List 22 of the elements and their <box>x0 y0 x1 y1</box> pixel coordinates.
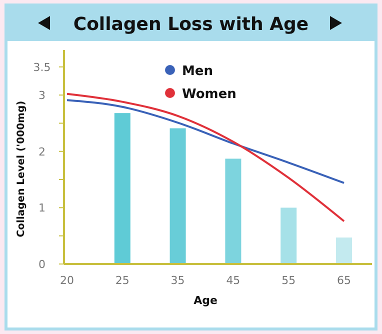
bar <box>280 208 297 264</box>
y-tick-label: 0 <box>38 258 46 271</box>
x-tick-label: 25 <box>115 274 130 287</box>
x-tick-label: 55 <box>282 274 296 287</box>
y-tick-label: 2 <box>38 145 46 158</box>
chart-title: Collagen Loss with Age <box>73 14 309 35</box>
bar <box>170 128 186 264</box>
bar <box>336 238 352 264</box>
x-tick-label: 65 <box>337 274 351 287</box>
x-axis-title: Age <box>194 294 218 307</box>
y-tick-label: 1 <box>38 202 46 215</box>
line-series <box>66 99 345 184</box>
y-axis-title: Collagen Level ('000mg) <box>16 100 27 238</box>
x-tick-label: 35 <box>170 274 185 287</box>
x-tick-label: 45 <box>226 274 240 287</box>
y-tick-label: 3 <box>38 89 46 102</box>
bar <box>225 158 242 264</box>
x-tick-label: 20 <box>60 274 74 287</box>
bar <box>114 113 130 264</box>
y-tick-label: 3.5 <box>33 60 51 74</box>
legend-label: Men <box>182 64 214 79</box>
legend-label: Women <box>182 87 236 102</box>
